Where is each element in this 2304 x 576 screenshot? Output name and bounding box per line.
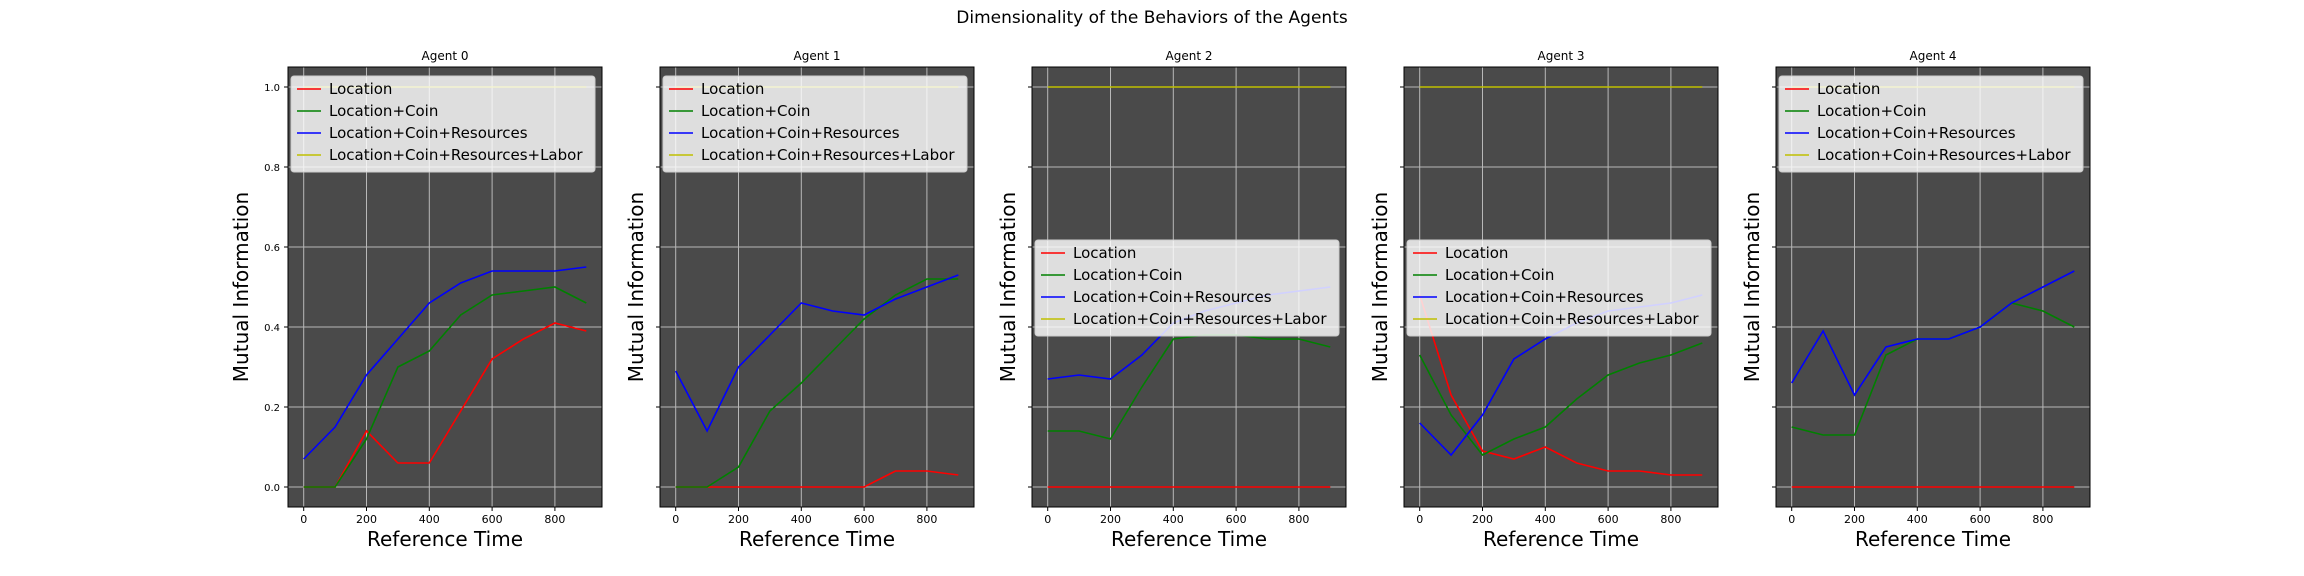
subplot-title: Agent 1 <box>794 49 841 63</box>
legend-label: Location+Coin+Resources+Labor <box>1445 310 1699 328</box>
y-axis-label: Mutual Information <box>1740 192 1764 382</box>
x-axis-label: Reference Time <box>367 527 523 551</box>
legend-label: Location <box>701 80 764 98</box>
legend-label: Location+Coin+Resources <box>329 124 528 142</box>
subplot-title: Agent 0 <box>422 49 469 63</box>
x-tick-label: 600 <box>854 513 875 526</box>
x-tick-label: 200 <box>1844 513 1865 526</box>
legend-label: Location+Coin <box>1817 102 1926 120</box>
x-tick-label: 0 <box>672 513 679 526</box>
series-line-location-coin-resources <box>303 266 587 460</box>
x-tick-label: 0 <box>1788 513 1795 526</box>
legend: Location Location+Coin Location+Coin+Resou… <box>290 75 596 173</box>
legend-label: Location+Coin+Resources+Labor <box>1817 146 2071 164</box>
legend-box <box>662 75 968 173</box>
y-tick-label: 0.2 <box>264 403 280 414</box>
series-line-location-coin-resources <box>674 274 959 433</box>
y-tick-label: 0.4 <box>264 323 280 334</box>
subplot-agent-3: 0 200 400 600 800 Agent 3 Reference Time Mutual… <box>1368 49 1719 551</box>
legend-label: Location+Coin <box>701 102 810 120</box>
y-tick-label: 1.0 <box>264 83 280 94</box>
series-line-location-coin-resources <box>1791 270 2075 397</box>
x-tick-label: 400 <box>1907 513 1928 526</box>
x-tick-label: 800 <box>916 513 937 526</box>
axes-frame <box>1403 66 1719 508</box>
x-tick-label: 400 <box>419 513 440 526</box>
legend-label: Location+Coin+Resources <box>701 124 900 142</box>
x-tick-label: 0 <box>1044 513 1051 526</box>
x-axis-label: Reference Time <box>1855 527 2011 551</box>
x-axis-label: Reference Time <box>1483 527 1639 551</box>
x-tick-label: 800 <box>2032 513 2053 526</box>
legend-label: Location <box>1445 244 1508 262</box>
x-tick-label: 600 <box>1226 513 1247 526</box>
subplot-title: Agent 2 <box>1166 49 1213 63</box>
legend-label: Location+Coin+Resources <box>1445 288 1644 306</box>
y-axis-label: Mutual Information <box>1368 192 1392 382</box>
y-axis-label: Mutual Information <box>624 192 648 382</box>
x-tick-label: 200 <box>1472 513 1493 526</box>
subplot-title: Agent 3 <box>1538 49 1585 63</box>
x-tick-label: 800 <box>1660 513 1681 526</box>
subplot-agent-0: 0 200 400 600 800 0.0 0.2 0.4 0.6 0.8 1.0 Agent 0 Re… <box>229 49 603 551</box>
y-tick-label: 0.8 <box>264 163 280 174</box>
y-tick-label: 0.6 <box>264 243 280 254</box>
axes-frame <box>1031 66 1347 508</box>
y-axis-label: Mutual Information <box>229 192 253 382</box>
legend-label: Location+Coin+Resources+Labor <box>329 146 583 164</box>
legend: Location Location+Coin Location+Coin+Resou… <box>1778 75 2084 173</box>
legend-label: Location+Coin+Resources <box>1817 124 2016 142</box>
x-axis-label: Reference Time <box>739 527 895 551</box>
series-line-location <box>303 322 587 488</box>
legend-label: Location+Coin <box>1073 266 1182 284</box>
y-tick-label: 0.0 <box>264 483 280 494</box>
subplot-title: Agent 4 <box>1910 49 1957 63</box>
x-tick-label: 400 <box>791 513 812 526</box>
x-tick-label: 600 <box>1598 513 1619 526</box>
x-tick-label: 400 <box>1163 513 1184 526</box>
legend-label: Location+Coin+Resources+Labor <box>1073 310 1327 328</box>
subplot-agent-2: 0 200 400 600 800 Agent 2 Reference Time Mutual… <box>996 49 1347 551</box>
legend-box <box>1778 75 2084 173</box>
x-tick-label: 200 <box>356 513 377 526</box>
series-line-location-coin <box>303 286 587 488</box>
legend-label: Location+Coin <box>1445 266 1554 284</box>
legend: Location Location+Coin Location+Coin+Resou… <box>1406 239 1712 337</box>
series-line-location-coin <box>1047 334 1331 440</box>
legend-label: Location+Coin <box>329 102 438 120</box>
x-tick-label: 800 <box>1288 513 1309 526</box>
axes-frame <box>659 66 975 508</box>
legend-label: Location <box>329 80 392 98</box>
legend-label: Location+Coin+Resources+Labor <box>701 146 955 164</box>
x-tick-label: 800 <box>544 513 565 526</box>
y-axis-label: Mutual Information <box>996 192 1020 382</box>
x-tick-label: 400 <box>1535 513 1556 526</box>
legend-box <box>290 75 596 173</box>
axes-frame <box>1775 66 2091 508</box>
figure-suptitle: Dimensionality of the Behaviors of the A… <box>956 8 1348 28</box>
x-tick-label: 200 <box>728 513 749 526</box>
legend-label: Location+Coin+Resources <box>1073 288 1272 306</box>
legend-box <box>1034 239 1340 337</box>
series-line-location <box>1418 294 1703 476</box>
x-tick-label: 200 <box>1100 513 1121 526</box>
x-axis-label: Reference Time <box>1111 527 1267 551</box>
legend-label: Location <box>1817 80 1880 98</box>
series-line-location <box>675 470 959 488</box>
x-tick-label: 0 <box>1416 513 1423 526</box>
x-tick-label: 600 <box>1970 513 1991 526</box>
legend: Location Location+Coin Location+Coin+Resou… <box>662 75 968 173</box>
legend: Location Location+Coin Location+Coin+Resou… <box>1034 239 1340 337</box>
legend-box <box>1406 239 1712 337</box>
axes-frame <box>287 66 603 508</box>
series-line-location-coin <box>675 278 959 488</box>
x-tick-label: 600 <box>482 513 503 526</box>
legend-label: Location <box>1073 244 1136 262</box>
subplot-agent-4: 0 200 400 600 800 Agent 4 Reference Time Mutual… <box>1740 49 2091 551</box>
x-tick-label: 0 <box>300 513 307 526</box>
subplot-agent-1: 0 200 400 600 800 Agent 1 Reference Time Mutual… <box>624 49 975 551</box>
